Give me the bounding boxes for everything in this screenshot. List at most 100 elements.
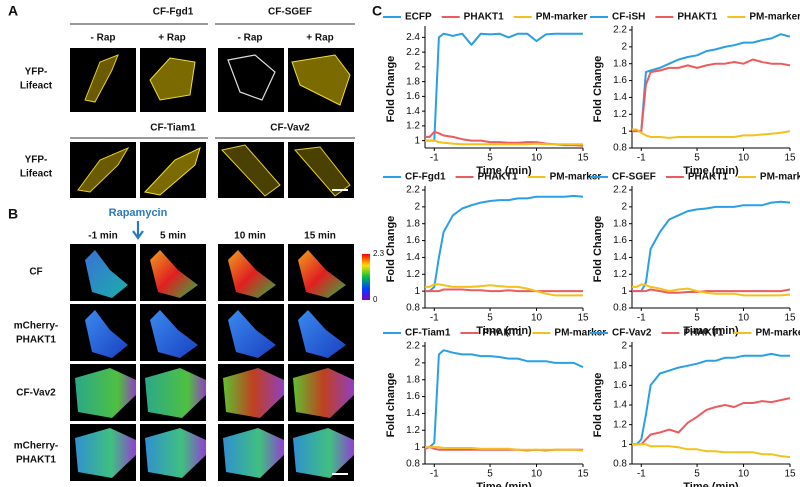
y-tick-label: 1.2 (406, 269, 420, 280)
legend-label: CF-SGEF (612, 172, 656, 183)
y-tick-label: 2.2 (406, 341, 420, 352)
series-line (425, 139, 583, 146)
series-line (425, 32, 583, 142)
y-tick-label: 1.6 (613, 75, 627, 86)
micrograph-grid (70, 244, 354, 481)
y-tick-label: 1.2 (613, 109, 627, 120)
series-line (632, 283, 791, 297)
x-tick-label: 10 (738, 153, 750, 164)
legend-label: PHAKT1 (677, 12, 717, 23)
y-tick-label: 2.2 (613, 25, 627, 36)
series-line (425, 194, 584, 293)
legend-label: ECFP (405, 12, 432, 23)
condition: + Rap (158, 33, 186, 44)
y-tick-label: 1.6 (406, 91, 420, 102)
x-tick-label: 10 (738, 313, 750, 324)
y-tick-label: 1 (414, 135, 420, 146)
legend-label: CF-Fgd1 (405, 172, 446, 183)
series-line (425, 446, 584, 452)
y-tick-label: 2 (414, 357, 420, 368)
y-tick-label: 1.8 (613, 360, 627, 371)
y-axis-label: Fold Change (592, 216, 604, 283)
y-tick-label: 1.4 (406, 252, 420, 263)
y-tick-label: 2.2 (406, 47, 420, 58)
x-tick-label: 10 (738, 469, 750, 480)
x-tick-label: 5 (694, 469, 700, 480)
y-tick-label: 1.2 (406, 425, 420, 436)
row-label: PHAKT1 (16, 335, 56, 346)
y-tick-label: 0.8 (613, 143, 627, 154)
condition: + Rap (306, 33, 334, 44)
row-label: CF (29, 267, 42, 278)
series-line (632, 397, 791, 446)
y-tick-label: 1.2 (613, 419, 627, 430)
y-tick-label: 0.8 (406, 303, 420, 314)
series-line (425, 283, 583, 297)
y-axis-label: Fold Change (385, 56, 397, 123)
y-tick-label: 1.6 (406, 235, 420, 246)
y-tick-label: 1 (414, 286, 420, 297)
colorbar-max: 2.3 (373, 249, 385, 258)
x-tick-label: -1 (430, 153, 439, 164)
panel-label: C (372, 3, 382, 19)
y-tick-label: 1.4 (406, 106, 420, 117)
x-tick-label: 15 (577, 313, 589, 324)
x-axis-label: Time (min) (683, 325, 739, 337)
y-axis-label: Fold change (592, 373, 604, 438)
y-tick-label: 2.4 (406, 32, 420, 43)
y-tick-label: 1.8 (613, 58, 627, 69)
y-tick-label: 1.8 (406, 218, 420, 229)
x-tick-label: 15 (784, 313, 796, 324)
x-tick-label: 5 (694, 153, 700, 164)
legend-label: PM-marker (749, 12, 800, 23)
x-axis-label: Time (min) (476, 325, 532, 337)
y-tick-label: 2 (414, 62, 420, 73)
y-tick-label: 1.6 (613, 380, 627, 391)
x-tick-label: 10 (531, 313, 543, 324)
y-tick-label: 0.8 (613, 459, 627, 470)
legend-label: PM-marker (550, 172, 602, 183)
x-tick-label: 15 (784, 153, 796, 164)
y-tick-label: 1 (621, 286, 627, 297)
treatment-label: Rapamycin (109, 207, 168, 219)
x-axis-label: Time (min) (476, 481, 532, 487)
series-line (632, 128, 791, 139)
legend-label: PHAKT1 (688, 172, 728, 183)
series-line (425, 288, 583, 293)
row-label: YFP- (25, 67, 48, 78)
x-tick-label: 5 (487, 469, 493, 480)
time-label: 5 min (160, 231, 186, 242)
y-axis-label: Fold Change (592, 56, 604, 123)
panel-label: B (8, 206, 18, 222)
legend-label: PM-marker (536, 12, 588, 23)
condition: - Rap (91, 33, 116, 44)
legend-label: PM-marker (760, 172, 800, 183)
y-tick-label: 0.8 (406, 459, 420, 470)
row-label: CF-Vav2 (16, 388, 56, 399)
y-tick-label: 2 (621, 201, 627, 212)
group-title: CF-Tiam1 (150, 123, 196, 134)
y-tick-label: 2 (621, 341, 627, 352)
y-tick-label: 1.8 (613, 218, 627, 229)
row-label: Lifeact (20, 169, 53, 180)
y-tick-label: 1.2 (613, 269, 627, 280)
series-line (632, 58, 791, 133)
row-label: Lifeact (20, 81, 53, 92)
micrograph-row (70, 48, 354, 112)
legend-label: CF-Vav2 (612, 328, 652, 339)
legend-label: CF-iSH (612, 12, 645, 23)
y-tick-label: 0.8 (613, 303, 627, 314)
y-tick-label: 1.2 (406, 121, 420, 132)
x-axis-label: Time (min) (683, 165, 739, 177)
x-tick-label: 5 (487, 313, 493, 324)
colorbar (362, 254, 370, 300)
x-tick-label: 10 (531, 153, 543, 164)
legend-label: PHAKT1 (683, 328, 723, 339)
series-line (425, 349, 584, 449)
micrograph-row (70, 142, 354, 198)
charts: ECFP PHAKT1 PM-marker 1 1.2 1.4 1.6 1.8 2 2.2 2.4 -… (383, 12, 800, 487)
y-axis-label: Fold change (385, 373, 397, 438)
series-line (632, 200, 791, 293)
legend-label: CF-Tiam1 (405, 328, 451, 339)
